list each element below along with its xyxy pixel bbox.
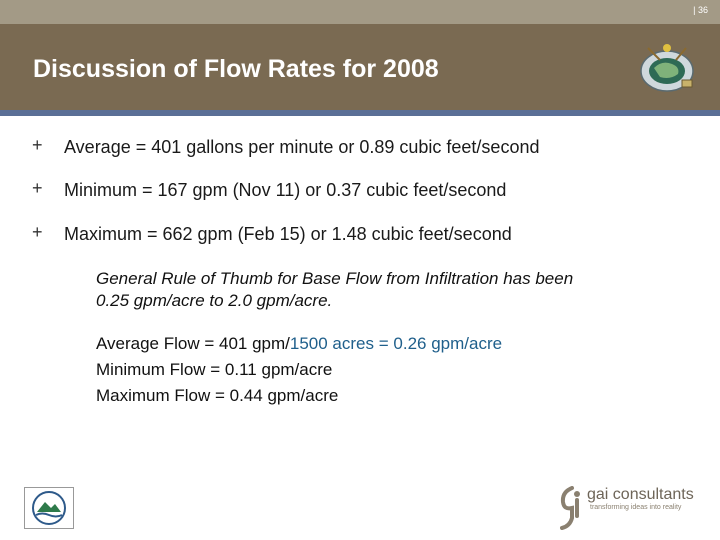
- flow-per-acre-list: Average Flow = 401 gpm/1500 acres = 0.26…: [96, 331, 502, 409]
- average-flow-acres: 1500 acres: [289, 334, 375, 353]
- top-bar: | 36: [0, 0, 720, 24]
- rule-line-1: General Rule of Thumb for Base Flow from…: [96, 269, 574, 288]
- company-name: gai consultants: [587, 486, 694, 503]
- bullet-marker: +: [32, 178, 43, 198]
- maximum-flow-line: Maximum Flow = 0.44 gpm/acre: [96, 386, 339, 405]
- rule-line-2: 0.25 gpm/acre to 2.0 gpm/acre.: [96, 291, 333, 310]
- header-accent-line: [0, 110, 720, 116]
- gai-logo-mark-icon: [560, 486, 580, 530]
- bullet-marker: +: [32, 135, 43, 155]
- slide-title: Discussion of Flow Rates for 2008: [33, 55, 439, 83]
- bullet-text: Minimum = 167 gpm (Nov 11) or 0.37 cubic…: [64, 180, 507, 200]
- bullet-text: Maximum = 662 gpm (Feb 15) or 1.48 cubic…: [64, 224, 512, 244]
- agency-seal-logo-icon: [24, 487, 74, 529]
- average-flow-result: = 0.26 gpm/acre: [374, 334, 503, 353]
- average-flow-prefix: Average Flow = 401 gpm/: [96, 334, 290, 353]
- average-flow-line: Average Flow = 401 gpm/1500 acres = 0.26…: [96, 331, 502, 357]
- bullet-text: Average = 401 gallons per minute or 0.89…: [64, 137, 540, 157]
- slide-number: | 36: [693, 5, 708, 15]
- company-tagline: transforming ideas into reality: [590, 504, 682, 511]
- header-band: [0, 24, 720, 110]
- bullet-marker: +: [32, 222, 43, 242]
- globe-logo-icon: [640, 44, 694, 92]
- minimum-flow-line: Minimum Flow = 0.11 gpm/acre: [96, 360, 333, 379]
- rule-of-thumb: General Rule of Thumb for Base Flow from…: [96, 268, 686, 312]
